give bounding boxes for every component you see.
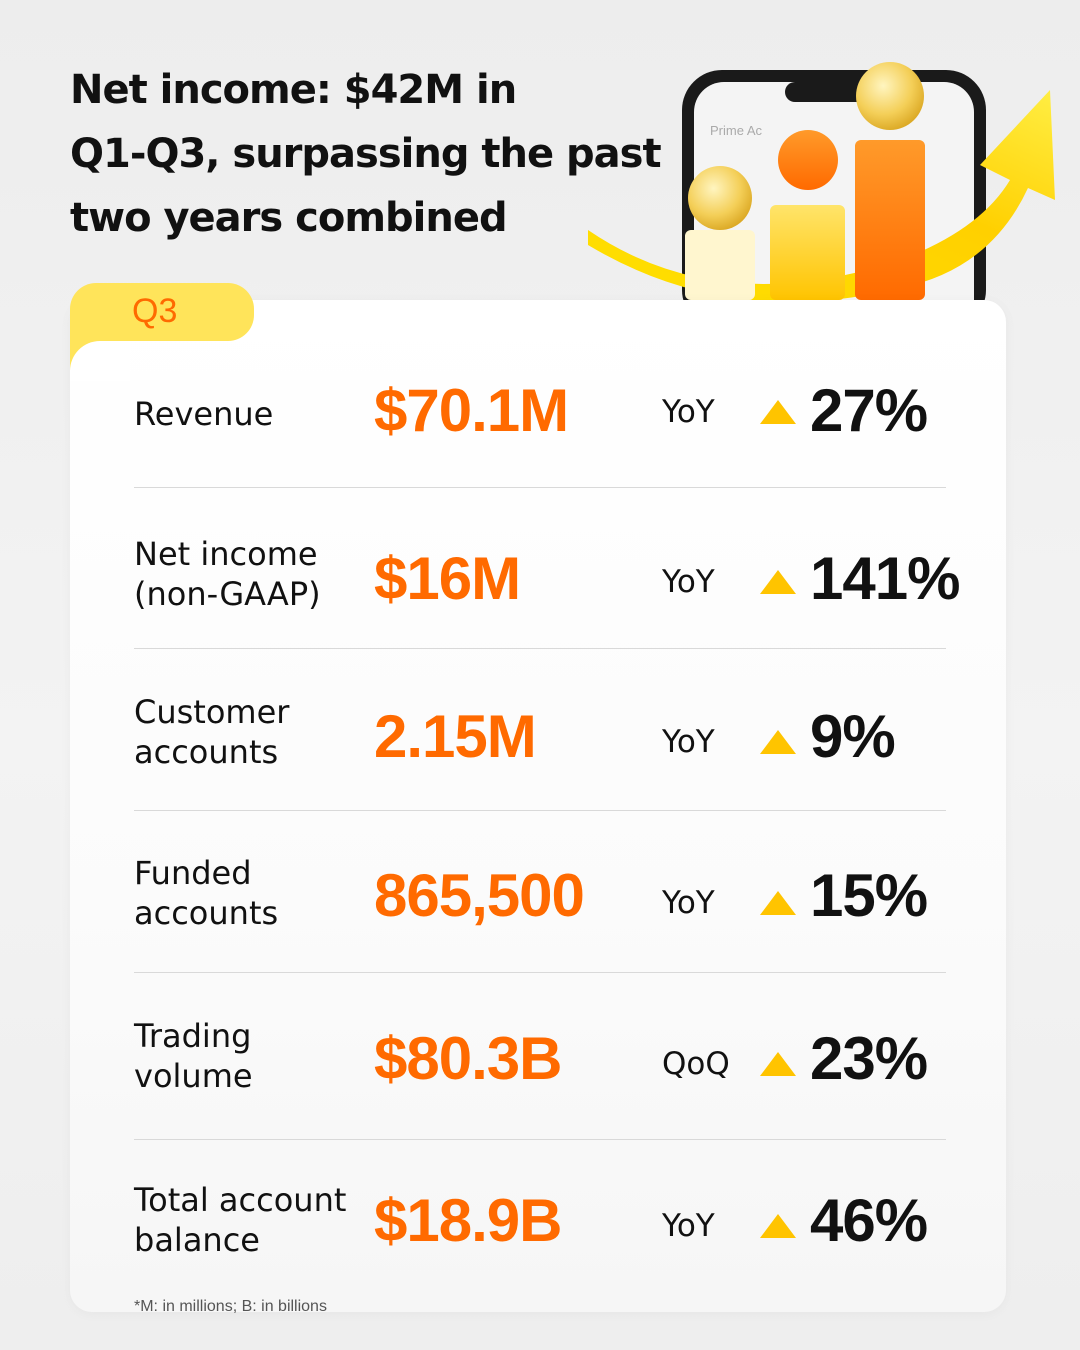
metric-value: $18.9B: [374, 1187, 562, 1254]
metric-label: Revenue: [134, 395, 274, 433]
comparison-label: QoQ: [662, 1046, 730, 1082]
metric-row-total-account-balance: Total account balance $18.9B YoY 46%: [134, 1178, 946, 1268]
metric-row-net-income: Net income (non-GAAP) $16M YoY 141%: [134, 530, 960, 620]
up-triangle-icon: [760, 570, 796, 594]
up-triangle-icon: [760, 400, 796, 424]
metric-value: $16M: [374, 545, 521, 612]
up-triangle-icon: [760, 891, 796, 915]
comparison-label: YoY: [662, 1208, 715, 1244]
metric-label: Funded accounts: [134, 854, 279, 932]
growth-chart-illustration: Prime Ac: [588, 62, 1055, 310]
divider: [134, 810, 946, 811]
metric-label: Net income (non-GAAP): [134, 535, 321, 613]
metric-label: Customer accounts: [134, 693, 290, 771]
up-triangle-icon: [760, 730, 796, 754]
divider: [134, 487, 946, 488]
metric-value: 865,500: [374, 862, 585, 929]
comparison-label: YoY: [662, 564, 715, 600]
bar-illustration: [685, 140, 925, 300]
comparison-label: YoY: [662, 724, 715, 760]
metric-row-trading-volume: Trading volume $80.3B QoQ 23%: [134, 1014, 946, 1104]
change-value: 46%: [810, 1187, 928, 1254]
headline: Net income: $42M in Q1-Q3, surpassing th…: [70, 67, 662, 241]
metric-row-customer-accounts: Customer accounts 2.15M YoY 9%: [134, 690, 946, 780]
metric-label: Total account balance: [134, 1181, 347, 1259]
coin-icon: [688, 62, 924, 230]
quarter-label: Q3: [132, 292, 178, 330]
change-value: 9%: [810, 703, 896, 770]
metric-value: 2.15M: [374, 703, 537, 770]
metric-value: $70.1M: [374, 377, 569, 444]
phone-text: Prime Ac: [710, 123, 763, 138]
tab-corner: [70, 341, 130, 381]
arrow-icon: [588, 90, 1055, 302]
change-value: 23%: [810, 1025, 928, 1092]
change-value: 27%: [810, 377, 928, 444]
divider: [134, 1139, 946, 1140]
comparison-label: YoY: [662, 394, 715, 430]
divider: [134, 648, 946, 649]
metric-row-funded-accounts: Funded accounts 865,500 YoY 15%: [134, 851, 946, 941]
metrics-card: [70, 300, 1006, 1312]
change-value: 15%: [810, 862, 928, 929]
metric-value: $80.3B: [374, 1025, 562, 1092]
metric-row-revenue: Revenue $70.1M YoY 27%: [134, 370, 946, 450]
change-value: 141%: [810, 545, 960, 612]
up-triangle-icon: [760, 1214, 796, 1238]
up-triangle-icon: [760, 1052, 796, 1076]
divider: [134, 972, 946, 973]
footnote: *M: in millions; B: in billions: [134, 1298, 327, 1315]
metric-label: Trading volume: [134, 1017, 253, 1095]
comparison-label: YoY: [662, 885, 715, 921]
